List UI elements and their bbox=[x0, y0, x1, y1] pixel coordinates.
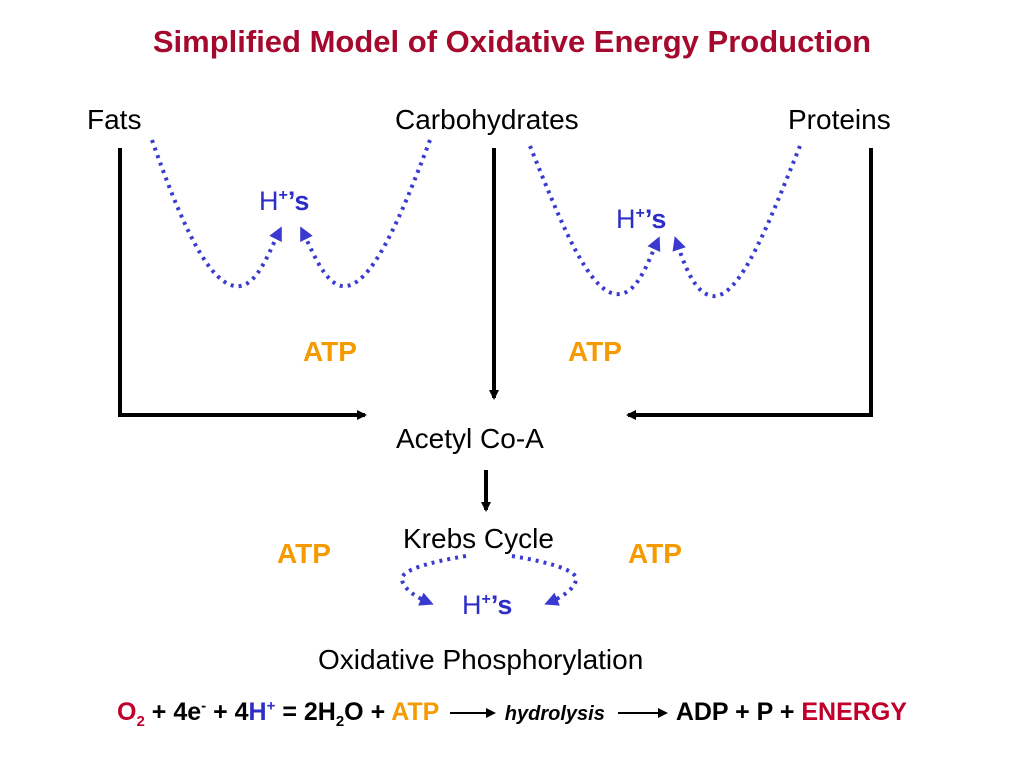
krebs-cycle-label: Krebs Cycle bbox=[403, 523, 554, 554]
fats-hplus-dotted-arrow bbox=[150, 139, 282, 289]
carbs-right-hplus-dotted-arrow bbox=[528, 145, 661, 297]
carbs-left-hplus-dotted-arrow bbox=[300, 139, 432, 289]
hplus-label-left: H+’s bbox=[259, 186, 310, 216]
atp-label-right: ATP bbox=[568, 336, 622, 367]
atp-label-left: ATP bbox=[303, 336, 357, 367]
krebs-left-hplus-dotted-arrow bbox=[400, 554, 467, 606]
proteins-pathway-arrow bbox=[626, 148, 873, 420]
atp-label-krebs-left: ATP bbox=[277, 538, 331, 569]
oxidative-phosphorylation-label: Oxidative Phosphorylation bbox=[318, 644, 644, 675]
carbohydrates-label: Carbohydrates bbox=[395, 104, 579, 135]
proteins-hplus-dotted-arrow bbox=[672, 145, 802, 299]
eq-hydrolysis: hydrolysis bbox=[504, 703, 605, 725]
page-title: Simplified Model of Oxidative Energy Pro… bbox=[152, 24, 872, 59]
hplus-label-krebs: H+’s bbox=[462, 590, 513, 620]
eq-hydrogen: H+ bbox=[248, 697, 276, 726]
energy-equation: O2 + 4e- + 4H+ = 2H2O + ATP hydrolysis A… bbox=[117, 697, 907, 730]
proteins-label: Proteins bbox=[788, 104, 891, 135]
acetyl-coa-label: Acetyl Co-A bbox=[396, 423, 544, 454]
eq-arrow-2 bbox=[617, 708, 668, 719]
eq-o2: O2 bbox=[117, 698, 145, 730]
hplus-label-right: H+’s bbox=[616, 204, 667, 234]
eq-energy: ENERGY bbox=[801, 698, 907, 726]
krebs-right-hplus-dotted-arrow bbox=[511, 554, 578, 606]
fats-pathway-arrow bbox=[118, 148, 367, 420]
eq-arrow-1 bbox=[449, 708, 496, 719]
fats-label: Fats bbox=[87, 104, 142, 135]
eq-atp: ATP bbox=[391, 698, 439, 726]
atp-label-krebs-right: ATP bbox=[628, 538, 682, 569]
